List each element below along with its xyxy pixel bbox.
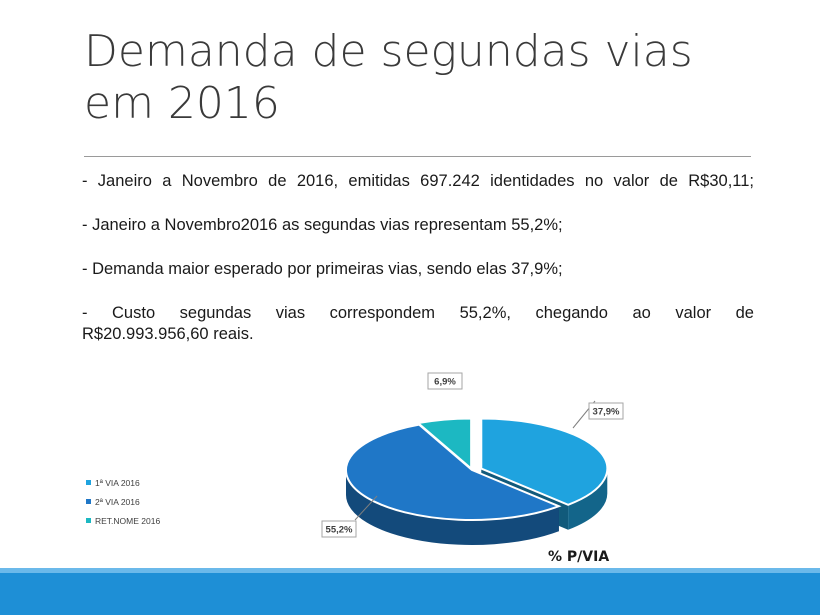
legend-item: RET.NOME 2016: [86, 511, 160, 530]
chart-title: % P/VIA: [548, 549, 610, 565]
data-label: 55,2%: [321, 520, 357, 538]
footer-bar: [0, 568, 820, 615]
pie-slices: [345, 417, 609, 545]
legend-swatch: [86, 480, 91, 485]
legend-item: 2ª VIA 2016: [86, 492, 160, 511]
legend-label: 2ª VIA 2016: [95, 496, 140, 507]
pie-slice: [345, 423, 562, 521]
data-label: 37,9%: [588, 402, 624, 420]
slide-title-line-1: Demanda de segundas vias: [84, 26, 693, 77]
bullet-line: - Custo segundas vias correspondem 55,2%…: [82, 304, 754, 322]
bullet-item: - Demanda maior esperado por primeiras v…: [82, 259, 754, 280]
footer-highlight-stripe: [0, 568, 820, 573]
bullet-line: - Janeiro a Novembro de 2016, emitidas 6…: [82, 172, 754, 190]
data-label-box: [588, 402, 624, 420]
pie-slice-side: [568, 468, 608, 530]
data-label-text: 6,9%: [434, 377, 456, 388]
data-label-text: 55,2%: [326, 525, 353, 536]
data-label-box: [427, 372, 463, 390]
bullet-line: R$20.993.956,60 reais.: [82, 325, 254, 343]
bullet-item: - Custo segundas vias correspondem 55,2%…: [82, 303, 754, 345]
legend-label: RET.NOME 2016: [95, 515, 161, 526]
title-divider: [84, 156, 751, 157]
bullet-item: - Janeiro a Novembro de 2016, emitidas 6…: [82, 171, 754, 192]
slide-title-line-2: em 2016: [84, 78, 280, 129]
legend-swatch: [86, 518, 91, 523]
bullet-item: - Janeiro a Novembro2016 as segundas via…: [82, 215, 754, 236]
data-label: 6,9%: [427, 372, 463, 390]
pie-slice: [480, 417, 609, 506]
bullet-line: - Demanda maior esperado por primeiras v…: [82, 260, 563, 278]
pie-slice-side: [346, 470, 559, 545]
data-label-box: [321, 520, 357, 538]
slide-title: Demanda de segundas vias em 2016: [84, 26, 724, 130]
pie-slice: [415, 417, 473, 471]
data-label-leader: [354, 495, 378, 521]
chart-legend: 1ª VIA 2016 2ª VIA 2016 RET.NOME 2016: [86, 473, 160, 530]
bullet-list: - Janeiro a Novembro de 2016, emitidas 6…: [82, 171, 754, 368]
legend-label: 1ª VIA 2016: [95, 477, 140, 488]
legend-item: 1ª VIA 2016: [86, 473, 160, 492]
data-label-text: 37,9%: [593, 407, 620, 418]
legend-swatch: [86, 499, 91, 504]
bullet-line: - Janeiro a Novembro2016 as segundas via…: [82, 216, 563, 234]
